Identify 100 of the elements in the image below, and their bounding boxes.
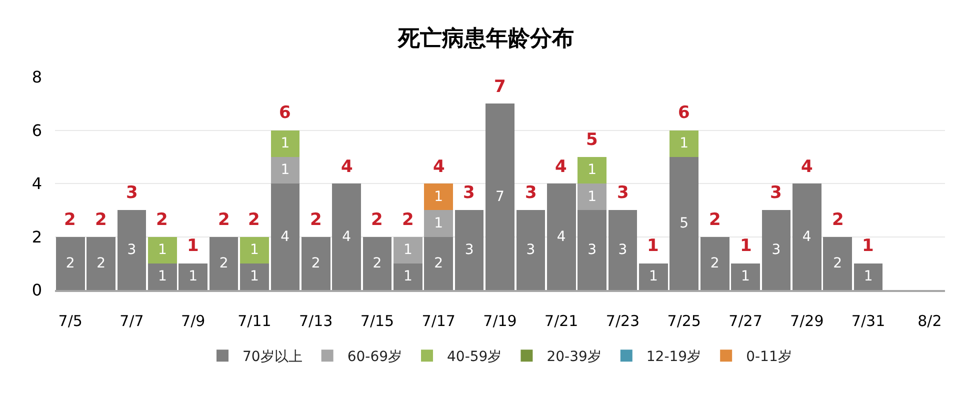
bar [117,210,146,290]
data-label: 4 [280,228,290,245]
total-label: 2 [156,210,168,230]
total-label: 7 [494,77,506,97]
x-tick-label: 7/13 [299,312,333,330]
data-label: 3 [618,242,628,258]
bar [240,236,269,264]
x-tick-label: 7/27 [728,312,762,330]
total-label: 2 [709,210,721,230]
data-label: 3 [526,242,536,258]
data-label: 3 [772,242,781,258]
total-label: 2 [371,210,383,230]
bar [148,236,177,264]
x-tick-label: 7/7 [120,312,144,330]
x-tick-label: 8/2 [918,312,942,330]
x-tick-label: 7/17 [422,312,456,330]
bar [670,130,699,157]
bar [362,236,392,290]
data-label: 2 [96,255,106,272]
data-label: 1 [158,242,167,258]
total-label: 4 [433,157,445,177]
bar [240,263,269,290]
data-label: 1 [648,268,658,285]
data-label: 1 [158,268,167,285]
data-label: 2 [219,255,228,272]
total-label: 2 [402,210,414,230]
x-tick-label: 7/25 [667,312,701,330]
total-label: 2 [95,210,107,230]
total-label: 3 [525,183,537,203]
bar [454,210,484,290]
data-label: 3 [464,242,474,258]
data-label: 1 [434,188,444,205]
data-label: 4 [342,228,352,245]
total-label: 2 [248,210,260,230]
total-label: 6 [678,103,690,123]
data-label: 2 [434,255,444,272]
bar [270,184,300,290]
y-tick-label: 4 [32,174,42,194]
data-label: 1 [434,215,444,232]
data-label: 4 [802,228,812,245]
data-label: 2 [372,255,382,272]
data-label: 1 [403,242,412,258]
bar [424,210,454,237]
y-tick-label: 0 [32,280,42,300]
data-label: 2 [710,255,720,272]
total-label: 2 [832,210,844,230]
data-label: 2 [833,255,842,272]
total-label: 3 [770,183,782,203]
bar [424,184,454,210]
data-label: 1 [403,268,412,285]
bar [578,184,606,210]
x-tick-label: 7/11 [238,312,272,330]
legend-label: 40-59岁 [447,349,502,366]
bar [516,210,546,290]
total-label: 1 [862,236,874,256]
total-label: 1 [647,236,659,256]
x-tick-label: 7/15 [360,312,394,330]
data-label: 1 [280,162,290,178]
x-tick-label: 7/31 [851,312,886,330]
x-tick-label: 7/23 [606,312,640,330]
data-label: 1 [188,268,198,285]
total-label: 1 [740,236,752,256]
bar [270,130,300,157]
total-label: 3 [126,183,138,203]
y-tick-label: 8 [32,68,42,87]
data-label: 1 [250,242,259,258]
bar [270,156,300,184]
bar [394,236,422,264]
y-tick-label: 2 [32,227,42,246]
total-label: 6 [279,103,291,123]
data-label: 1 [680,136,689,152]
x-tick-label: 7/19 [483,312,517,330]
data-label: 1 [250,268,259,285]
bar [854,263,883,290]
data-label: 1 [280,136,290,152]
legend-label: 0-11岁 [746,349,792,366]
total-label: 1 [187,236,199,256]
data-label: 1 [864,268,873,285]
data-label: 1 [588,188,597,205]
x-tick-label: 7/29 [790,312,824,330]
data-label: 5 [680,215,689,232]
legend-label: 20-39岁 [546,349,602,366]
y-tick-label: 6 [32,120,42,140]
total-label: 2 [218,210,230,230]
total-label: 3 [463,183,475,203]
data-label: 2 [66,255,75,272]
legend-label: 70岁以上 [242,349,302,366]
total-label: 4 [341,157,353,177]
total-label: 4 [801,157,813,177]
total-label: 5 [586,130,598,150]
legend-label: 12-19岁 [646,349,702,366]
total-label: 3 [617,183,629,203]
bar [486,104,514,290]
chart-title: 死亡病患年龄分布 [397,26,574,52]
data-label: 7 [496,188,504,205]
total-label: 2 [310,210,322,230]
bar [762,210,791,290]
legend-label: 60-69岁 [347,349,402,366]
total-label: 2 [64,210,76,230]
total-label: 4 [555,157,567,177]
